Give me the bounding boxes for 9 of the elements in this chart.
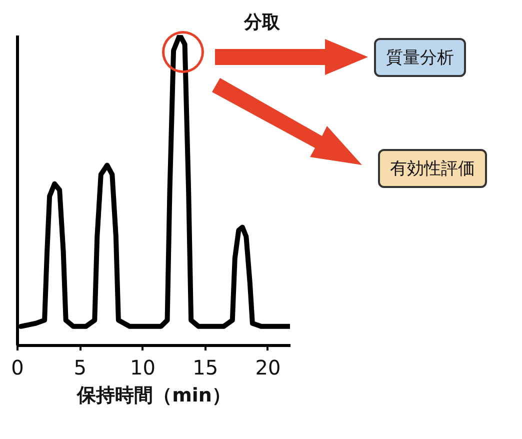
x-tick-label: 20	[255, 356, 281, 380]
x-tick-label: 10	[130, 356, 156, 380]
x-tick-label: 5	[74, 356, 86, 380]
text: 有効性評価	[378, 149, 487, 188]
text: 分取	[244, 11, 280, 34]
x-axis-title: 保持時間（min）	[76, 384, 231, 406]
text: 質量分析	[374, 38, 466, 77]
x-tick-label: 0	[11, 356, 24, 380]
x-tick-label: 15	[192, 356, 218, 380]
